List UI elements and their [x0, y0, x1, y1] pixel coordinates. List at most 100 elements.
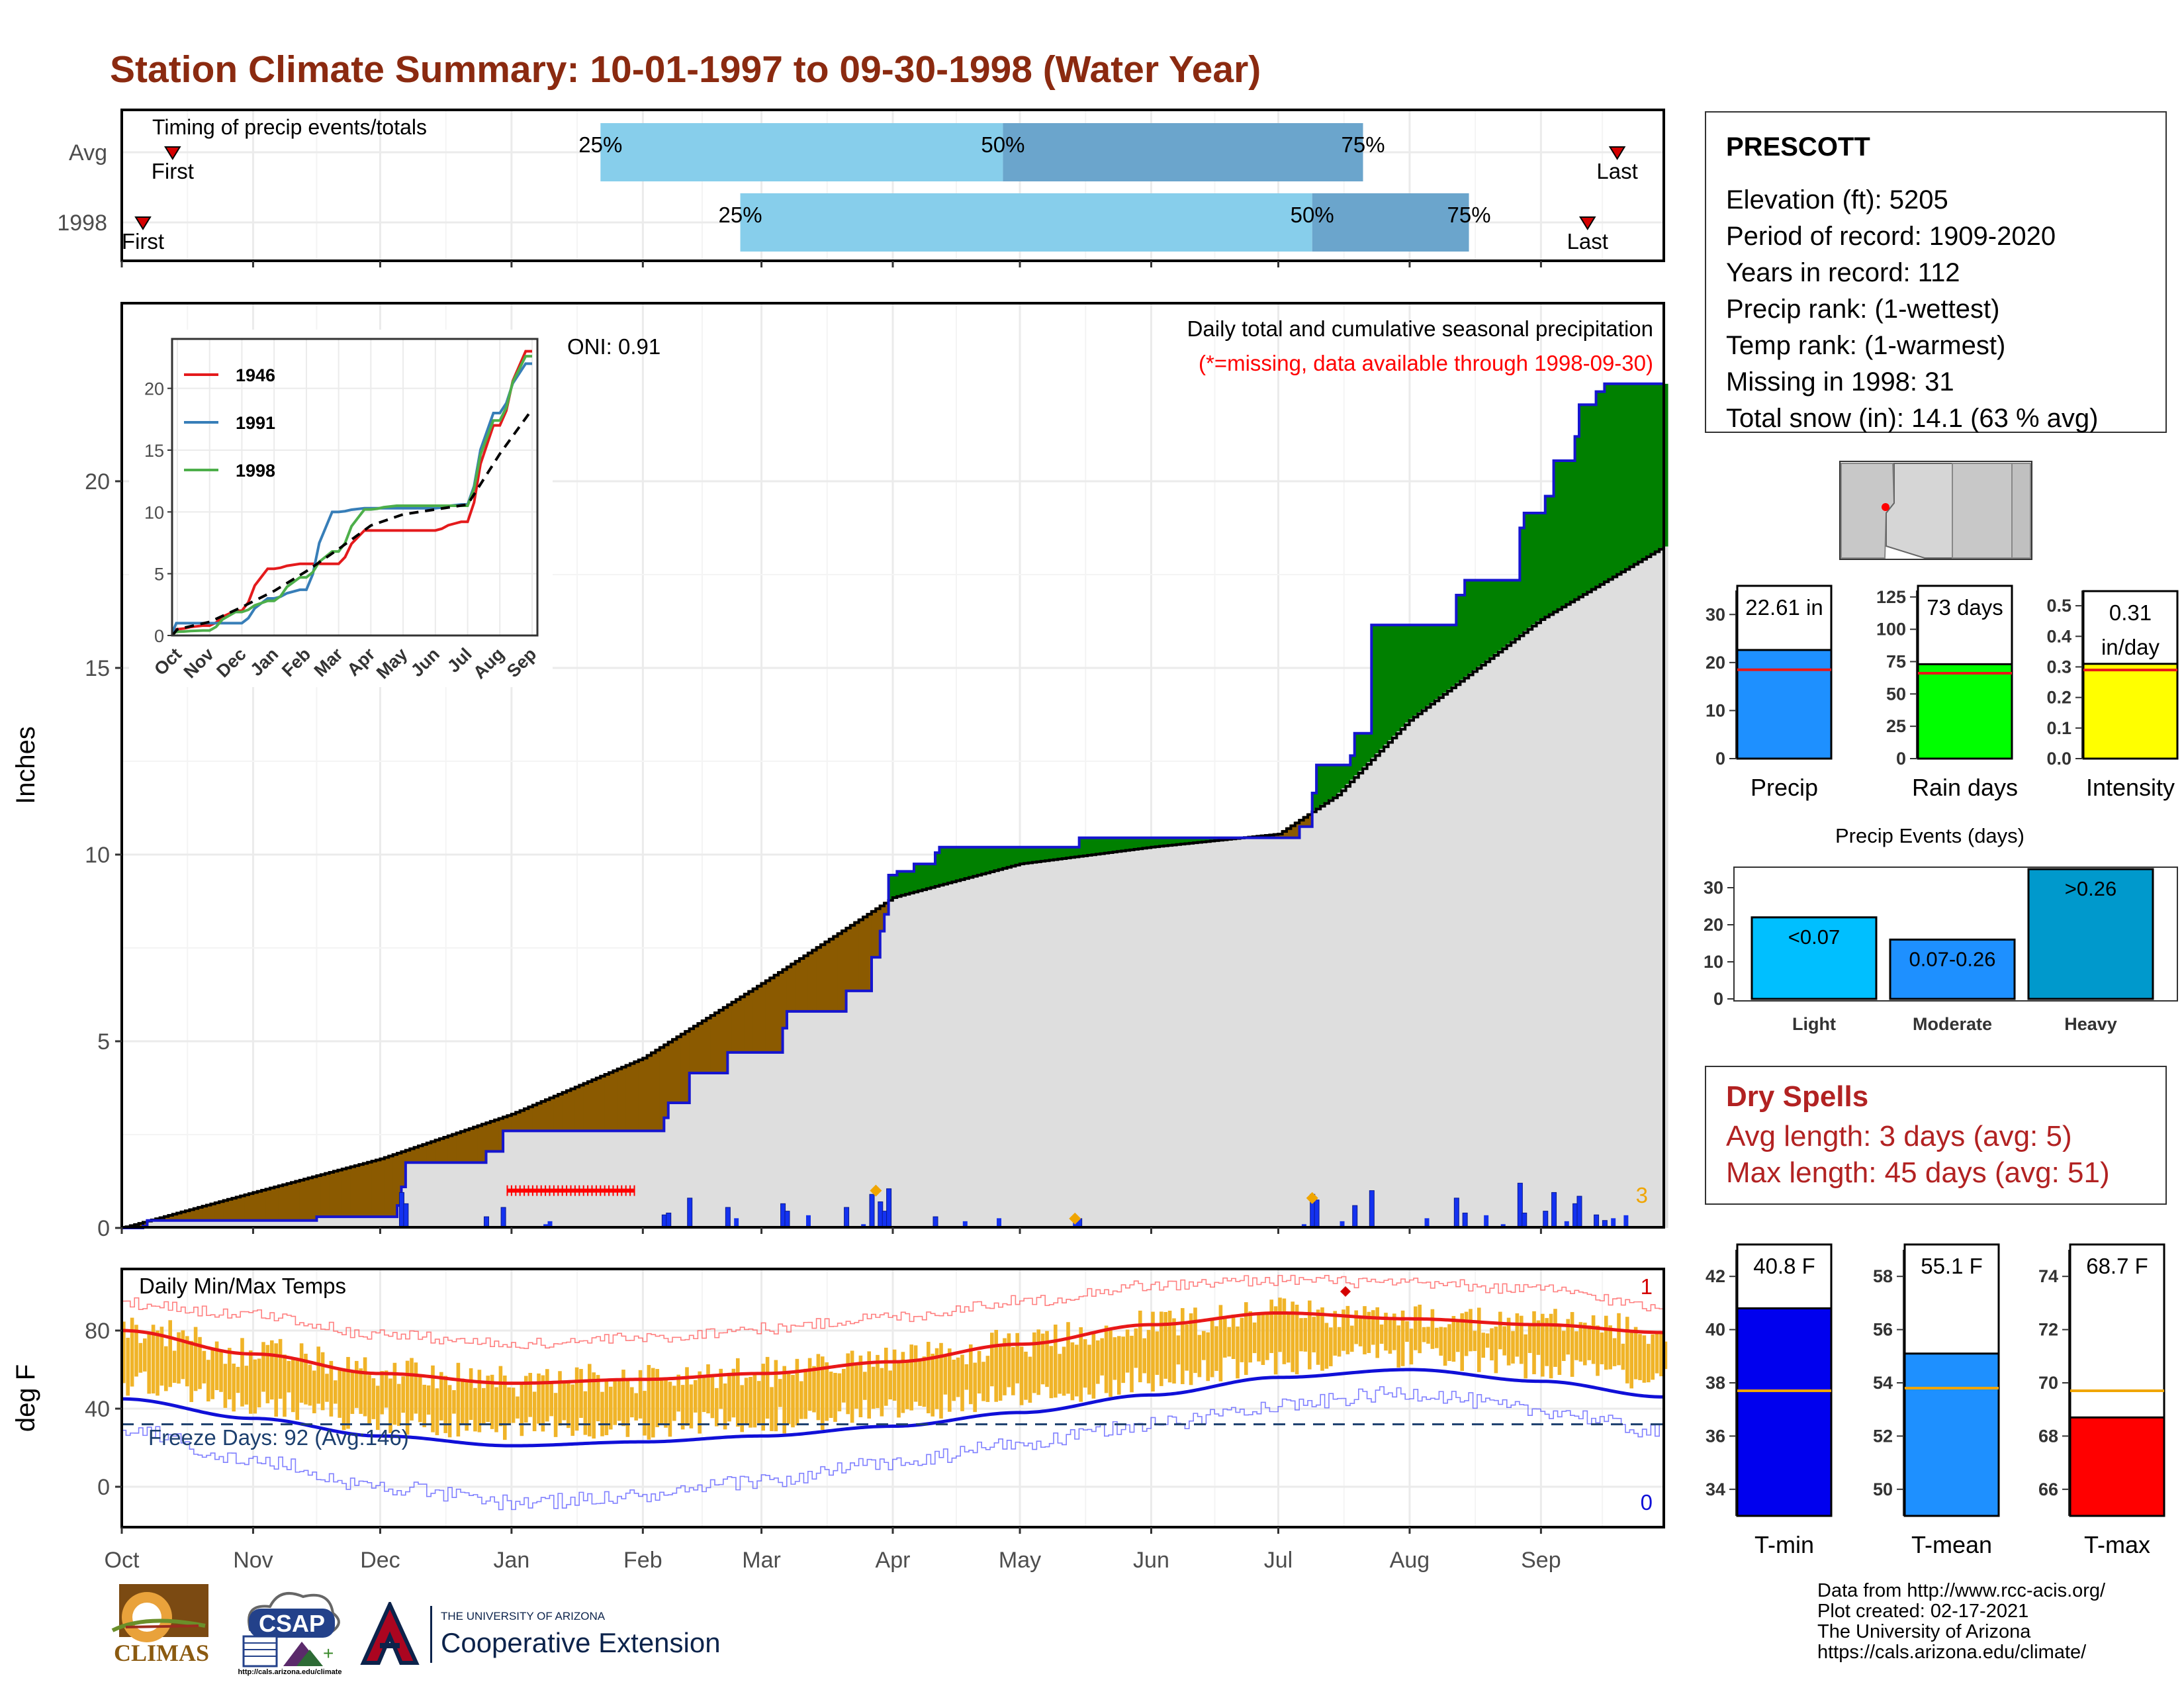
- precip-base-fill: [320, 1217, 326, 1228]
- daily-temp-bar: [537, 1373, 541, 1424]
- daily-temp-bar: [177, 1332, 181, 1384]
- precip-base-fill: [1494, 653, 1499, 1228]
- precip-base-fill: [1414, 715, 1418, 1228]
- precip-base-fill: [952, 881, 957, 1228]
- precip-deficit-fill: [600, 1075, 606, 1131]
- precip-surplus-fill: [1163, 837, 1169, 846]
- precip-base-fill: [1460, 679, 1465, 1228]
- precip-surplus-fill: [1375, 625, 1381, 754]
- precip-surplus-fill: [1456, 595, 1461, 683]
- timing-q50-label: 50%: [981, 132, 1024, 157]
- tmin-gauge-tick-label: 38: [1706, 1373, 1725, 1393]
- daily-temp-bar: [1604, 1315, 1608, 1370]
- precip-base-fill: [283, 1220, 288, 1228]
- precip-surplus-fill: [1358, 733, 1363, 771]
- daily-temp-bar: [456, 1362, 461, 1437]
- precip-base-fill: [1532, 624, 1537, 1228]
- temp-y-tick-label: 40: [85, 1397, 110, 1422]
- daily-temp-bar: [287, 1360, 291, 1393]
- precip-deficit-fill: [621, 1066, 627, 1131]
- precip-base-fill: [469, 1162, 474, 1228]
- precip-base-fill: [892, 897, 897, 1228]
- precip-surplus-fill: [1109, 837, 1114, 853]
- precip-base-fill: [147, 1220, 152, 1228]
- precip-surplus-fill: [1464, 580, 1469, 677]
- daily-temp-bar: [655, 1369, 659, 1427]
- daily-temp-bar: [765, 1356, 770, 1419]
- daily-temp-bar: [964, 1364, 969, 1390]
- precip-base-fill: [494, 1151, 500, 1228]
- precip-base-fill: [1011, 865, 1016, 1228]
- daily-temp-bar: [867, 1351, 871, 1419]
- daily-temp-bar: [558, 1371, 562, 1426]
- precip-base-fill: [553, 1131, 559, 1228]
- precip-base-fill: [1096, 853, 1101, 1228]
- footer-credits: Data from http://www.rcc-acis.org/ Plot …: [1817, 1581, 2105, 1663]
- precip-base-fill: [384, 1217, 389, 1228]
- temp-record-high-count: 1: [1641, 1274, 1653, 1299]
- precip-base-fill: [1515, 637, 1520, 1228]
- intensity-gauge: 0.0 0.1 0.2 0.3 0.4 0.5 0.31 in/day Intensity: [2046, 590, 2179, 801]
- precip-base-fill: [524, 1131, 529, 1228]
- precip-deficit-fill: [659, 1046, 664, 1131]
- precip-deficit-fill: [1299, 818, 1304, 827]
- precip-base-fill: [202, 1220, 207, 1228]
- daily-temp-bar: [1485, 1333, 1490, 1348]
- precip-surplus-fill: [1210, 837, 1215, 841]
- daily-temp-bar: [405, 1360, 410, 1435]
- precip-surplus-fill: [1553, 460, 1559, 611]
- precip-base-fill: [948, 882, 952, 1228]
- daily-temp-bar: [1104, 1325, 1109, 1393]
- daily-temp-bar: [1414, 1306, 1418, 1350]
- precip-base-fill: [1633, 563, 1639, 1228]
- daily-temp-bar: [1617, 1313, 1621, 1366]
- precip-surplus-fill: [939, 847, 944, 885]
- precip-deficit-fill: [355, 1164, 359, 1217]
- precip-surplus-fill: [1134, 837, 1139, 849]
- daily-temp-bar: [1451, 1316, 1456, 1362]
- intensity-gauge-value-label: 0.31: [2109, 600, 2152, 625]
- daily-temp-bar: [355, 1360, 359, 1408]
- precip-base-fill: [278, 1220, 283, 1228]
- rain-days-gauge-tick-label: 125: [1876, 587, 1906, 607]
- precip-deficit-fill: [596, 1077, 601, 1131]
- precip-surplus-fill: [1426, 625, 1432, 706]
- daily-temp-bar: [304, 1354, 308, 1405]
- daily-temp-bar: [465, 1380, 469, 1431]
- precip-base-fill: [880, 931, 885, 1228]
- precip-base-fill: [833, 1011, 839, 1228]
- precip-base-fill: [1612, 575, 1617, 1228]
- daily-temp-bar: [837, 1373, 842, 1412]
- precip-surplus-fill: [1532, 512, 1537, 625]
- daily-precip-bar: [1424, 1218, 1430, 1228]
- precip-base-fill: [613, 1131, 618, 1228]
- daily-temp-bar: [498, 1366, 503, 1427]
- precip-deficit-fill: [244, 1194, 250, 1221]
- precip-base-fill: [837, 1011, 842, 1228]
- precip-base-fill: [265, 1220, 271, 1228]
- precip-surplus-fill: [1409, 625, 1414, 719]
- precip-base-fill: [1583, 593, 1588, 1228]
- daily-temp-bar: [609, 1386, 613, 1430]
- precip-surplus-fill: [1075, 847, 1079, 857]
- daily-temp-bar: [752, 1375, 757, 1428]
- daily-temp-bar: [1160, 1311, 1163, 1386]
- daily-temp-bar: [1400, 1310, 1405, 1366]
- timing-bar-q25-q50: [600, 123, 1003, 181]
- precip-base-fill: [1329, 799, 1334, 1228]
- precip-deficit-fill: [498, 1117, 504, 1152]
- precip-deficit-fill: [655, 1049, 660, 1131]
- timing-bar-q25-q50: [740, 193, 1312, 252]
- precip-base-fill: [1236, 838, 1241, 1228]
- precip-base-fill: [1443, 692, 1448, 1228]
- precip-base-fill: [380, 1217, 385, 1228]
- precip-base-fill: [1223, 839, 1228, 1228]
- daily-temp-bar: [168, 1320, 172, 1387]
- daily-precip-bar: [886, 1188, 892, 1229]
- precip-surplus-fill: [1337, 765, 1342, 793]
- daily-temp-bar: [1663, 1341, 1668, 1370]
- precip-base-fill: [1109, 852, 1114, 1228]
- precip-base-fill: [168, 1220, 173, 1228]
- daily-temp-bar: [1524, 1334, 1527, 1379]
- precip-base-fill: [1083, 855, 1088, 1228]
